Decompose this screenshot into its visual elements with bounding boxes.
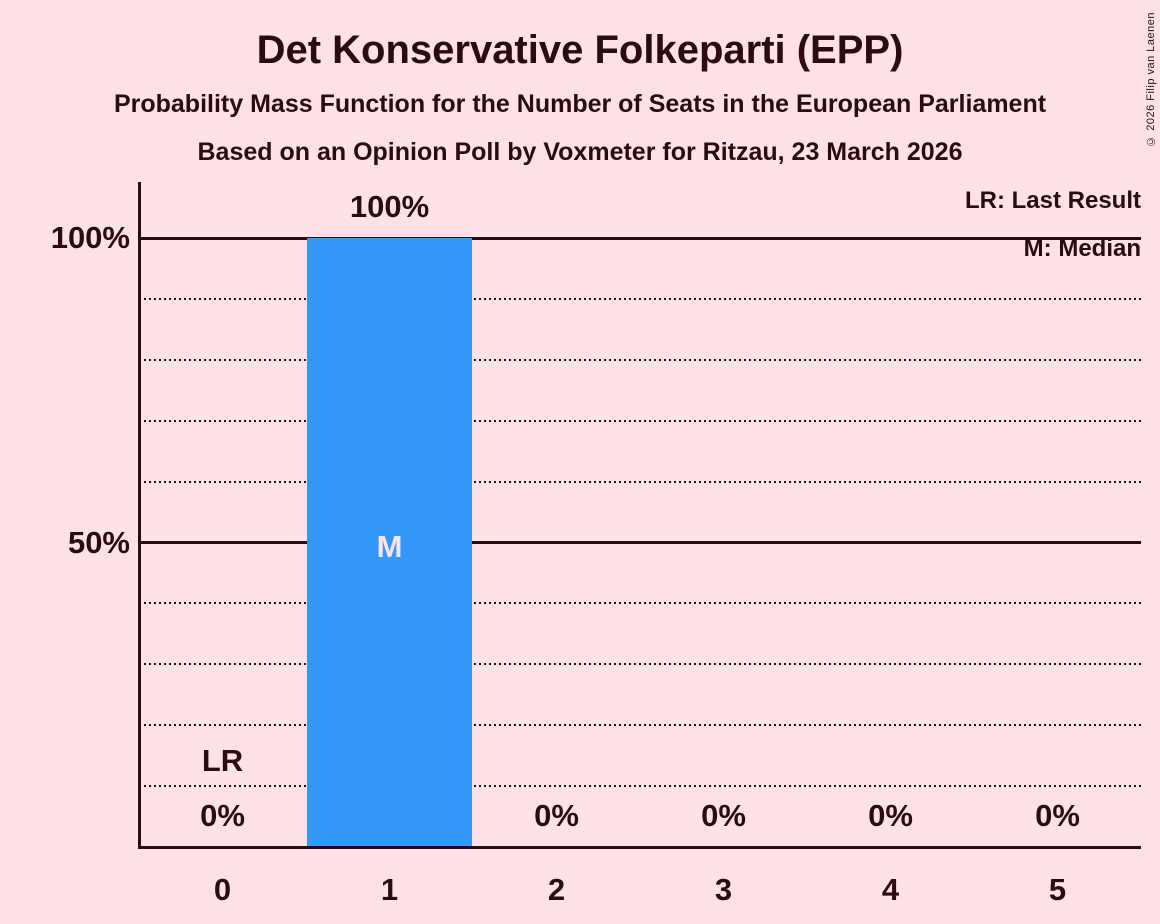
x-axis-tick-label: 0 [213,872,232,907]
x-axis-tick-label: 4 [881,872,900,907]
x-axis-tick-label: 2 [547,872,566,907]
chart-subtitle: Probability Mass Function for the Number… [113,90,1047,118]
gridline-40pct [139,602,1141,605]
median-marker: M [376,528,403,564]
x-axis-tick-label: 3 [714,872,733,907]
bar-value-label: 0% [701,798,746,833]
x-axis-tick-label: 1 [380,872,399,907]
bar-value-label: 100% [349,189,430,224]
last-result-marker: LR [201,743,244,778]
y-axis-tick-label: 50% [67,524,130,560]
y-axis-line [137,182,141,849]
legend-last-result: LR: Last Result [964,187,1141,214]
gridline-50pct [139,541,1141,544]
gridline-60pct [139,480,1141,483]
bar-value-label: 0% [1035,798,1080,833]
gridline-70pct [139,419,1141,422]
gridline-100pct [139,236,1141,240]
chart-title: Det Konservative Folkeparti (EPP) [256,28,904,72]
bar-value-label: 0% [868,798,913,833]
gridline-10pct [139,785,1141,788]
gridline-20pct [139,724,1141,727]
chart-source-line: Based on an Opinion Poll by Voxmeter for… [197,138,963,166]
bar-seats-1 [307,238,472,847]
bar-value-label: 0% [200,798,245,833]
gridline-90pct [139,297,1141,300]
legend-median: M: Median [1023,235,1141,262]
bar-value-label: 0% [534,798,579,833]
x-axis-line [137,846,1141,849]
gridline-30pct [139,663,1141,666]
y-axis-tick-label: 100% [50,220,130,255]
x-axis-tick-label: 5 [1048,872,1067,907]
gridline-80pct [139,358,1141,361]
